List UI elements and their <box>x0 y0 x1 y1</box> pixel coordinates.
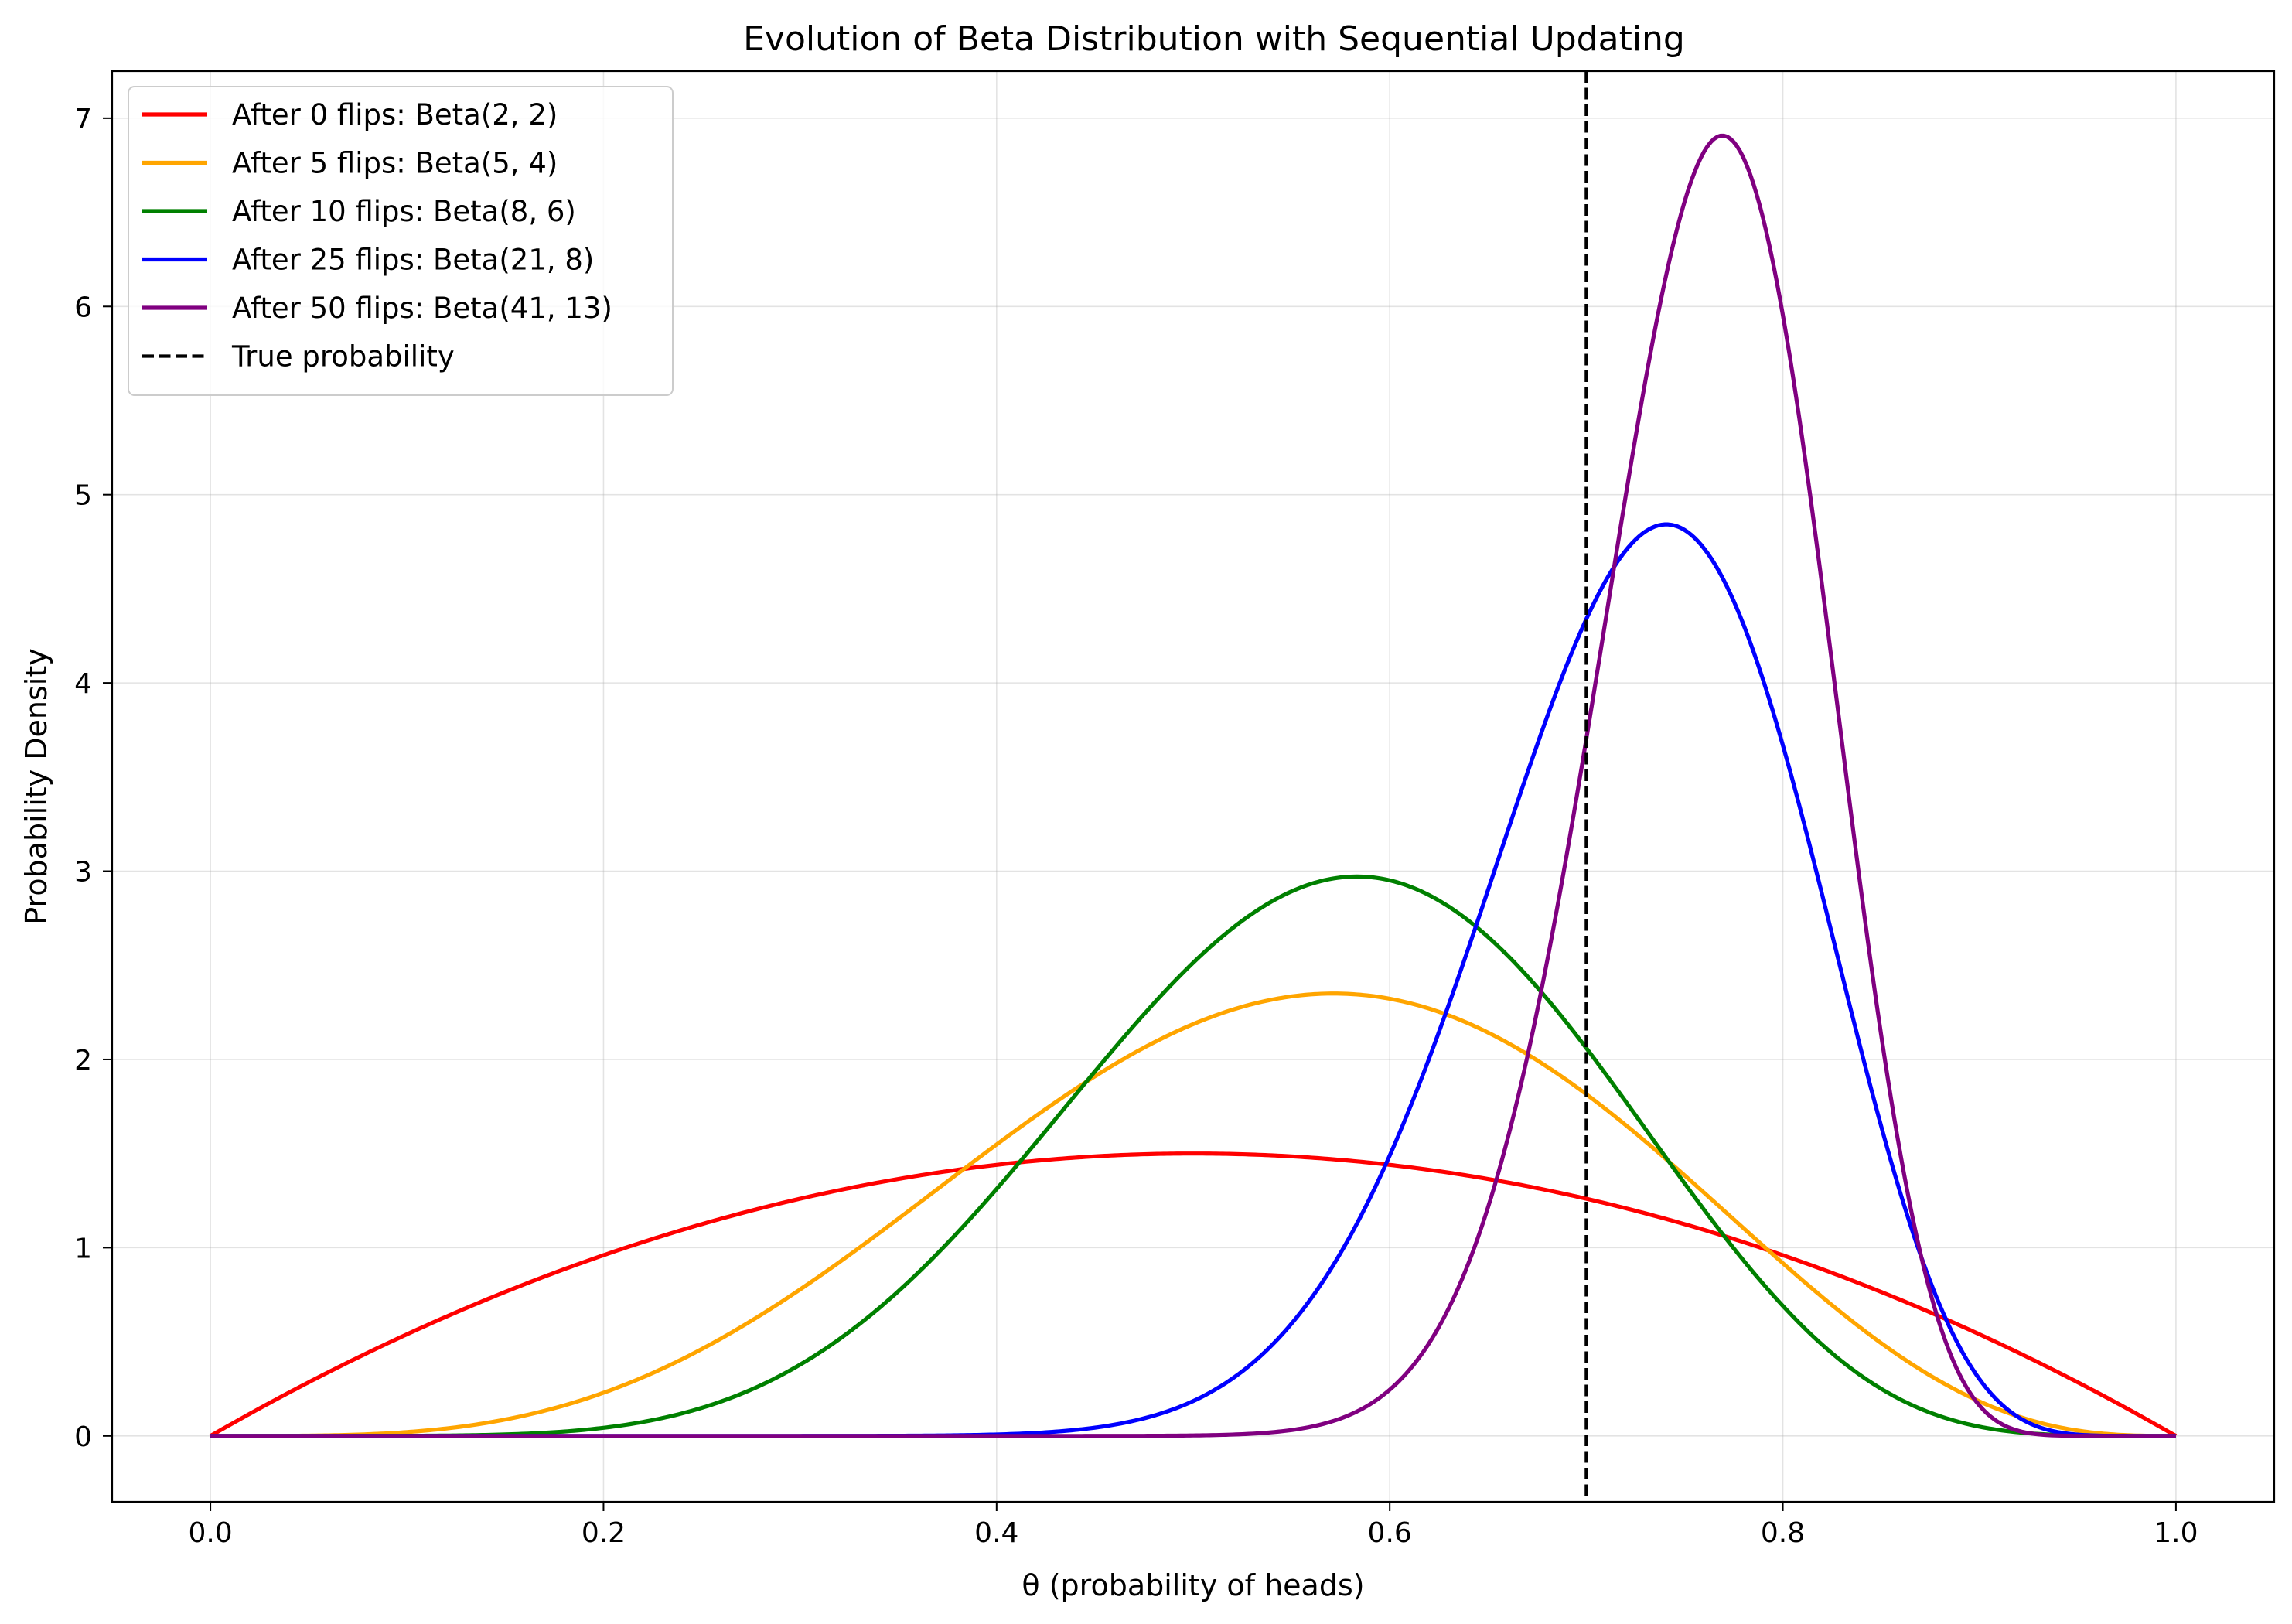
y-tick-label: 3 <box>74 857 92 889</box>
legend-label: After 5 flips: Beta(5, 4) <box>232 147 558 180</box>
x-tick-label: 1.0 <box>2154 1517 2198 1549</box>
x-tick-label: 0.8 <box>1761 1517 1805 1549</box>
legend-label: True probability <box>231 340 455 374</box>
y-tick-label: 4 <box>74 668 92 700</box>
legend-label: After 50 flips: Beta(41, 13) <box>232 292 612 325</box>
legend-label: After 0 flips: Beta(2, 2) <box>232 98 558 131</box>
x-axis-label: θ (probability of heads) <box>1022 1568 1364 1602</box>
series-layer <box>209 133 2178 1438</box>
x-tick-label: 0.6 <box>1368 1517 1412 1549</box>
x-tick-label: 0.4 <box>974 1517 1018 1549</box>
legend-box <box>128 86 674 396</box>
y-tick-label: 5 <box>74 480 92 512</box>
series-line-5 <box>210 133 2176 1438</box>
series-line-2 <box>210 991 2176 1438</box>
y-tick-label: 1 <box>74 1233 92 1264</box>
x-tick-label: 0.2 <box>582 1517 626 1549</box>
series-line-1 <box>209 1151 2178 1438</box>
legend: After 0 flips: Beta(2, 2) After 5 flips: … <box>128 86 674 396</box>
legend-label: After 10 flips: Beta(8, 6) <box>232 195 576 228</box>
grid <box>112 71 2274 1502</box>
y-tick-label: 2 <box>74 1045 92 1076</box>
x-axis-ticks: 0.0 0.2 0.4 0.6 0.8 1.0 <box>188 1502 2198 1549</box>
x-tick-label: 0.0 <box>188 1517 232 1549</box>
chart-title: Evolution of Beta Distribution with Sequ… <box>743 19 1685 59</box>
y-tick-label: 6 <box>74 292 92 323</box>
plot-frame <box>111 70 2276 1503</box>
y-tick-label: 0 <box>74 1421 92 1453</box>
y-axis-ticks: 0 1 2 3 4 5 6 7 <box>74 104 112 1453</box>
legend-label: After 25 flips: Beta(21, 8) <box>232 244 594 277</box>
y-axis-label: Probability Density <box>19 648 53 924</box>
series-line-3 <box>210 874 2176 1438</box>
y-tick-label: 7 <box>74 104 92 135</box>
